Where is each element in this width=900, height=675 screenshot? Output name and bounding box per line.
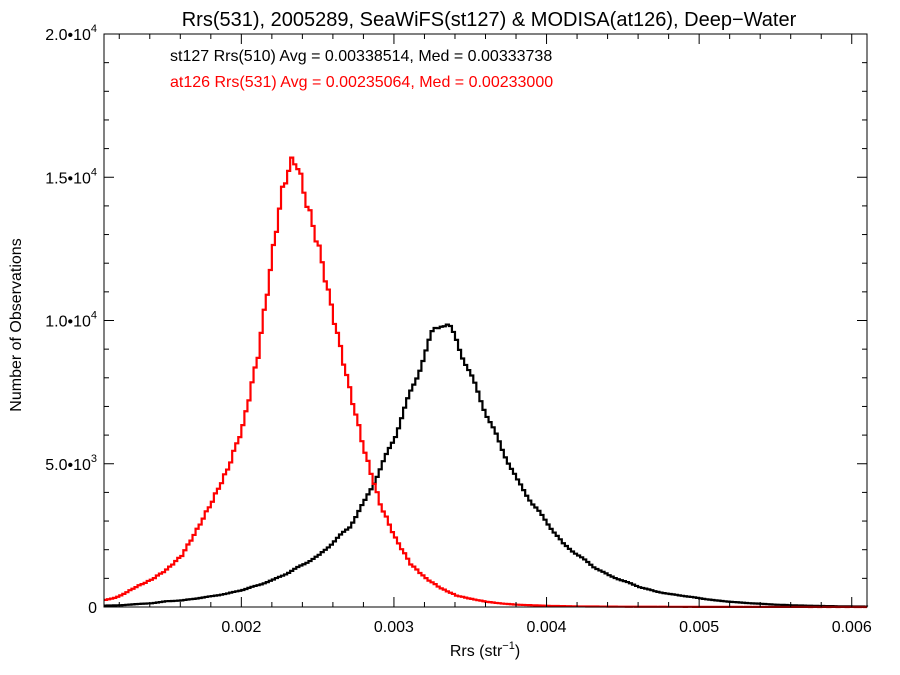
chart-annotations: st127 Rrs(510) Avg = 0.00338514, Med = 0… bbox=[170, 48, 553, 91]
x-tick-label-1: 0.002 bbox=[221, 619, 261, 636]
axis-ticks: 0.002 0.003 0.004 0.005 0.006 0 5.0•103 1.0•104… bbox=[45, 23, 872, 636]
annotation-1: st127 Rrs(510) Avg = 0.00338514, Med = 0… bbox=[170, 48, 552, 65]
y-axis-label: Number of Observations bbox=[8, 238, 25, 411]
y-tick-label-4: 1.5•104 bbox=[45, 166, 97, 187]
y-tick-label-1: 0 bbox=[88, 600, 97, 617]
plot-frame bbox=[103, 33, 868, 608]
series-line-2 bbox=[104, 156, 867, 609]
series-group bbox=[104, 156, 869, 609]
x-axis-label: Rrs (str−1) bbox=[450, 640, 520, 660]
y-tick-label-5: 2.0•104 bbox=[45, 23, 97, 44]
x-axis-label-main: Rrs (str bbox=[450, 643, 503, 660]
annotation-2: at126 Rrs(531) Avg = 0.00235064, Med = 0… bbox=[170, 74, 553, 91]
x-tick-label-4: 0.005 bbox=[679, 619, 719, 636]
x-tick-label-5: 0.006 bbox=[832, 619, 872, 636]
x-axis-label-exponent: −1 bbox=[502, 640, 515, 652]
y-tick-label-2: 5.0•103 bbox=[45, 453, 97, 474]
series-line-1 bbox=[104, 323, 869, 608]
y-tick-label-3: 1.0•104 bbox=[45, 310, 97, 331]
x-tick-label-2: 0.003 bbox=[374, 619, 414, 636]
chart-title: Rrs(531), 2005289, SeaWiFS(st127) & MODI… bbox=[182, 9, 797, 31]
x-tick-label-3: 0.004 bbox=[527, 619, 567, 636]
x-axis-label-close: ) bbox=[515, 643, 520, 660]
